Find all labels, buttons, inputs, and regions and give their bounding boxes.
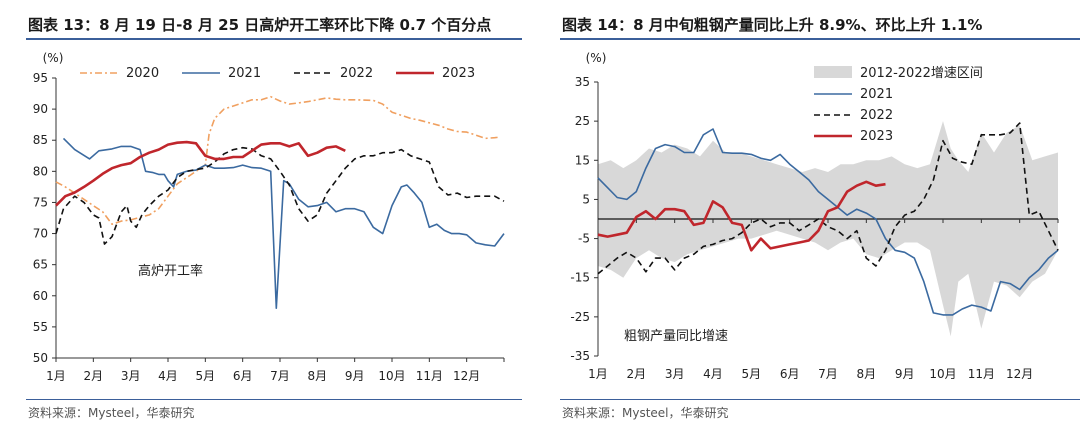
legend-label: 2023	[442, 66, 475, 81]
x-tick-label: 4月	[158, 369, 178, 383]
x-tick-label: 10月	[378, 369, 405, 383]
y-tick-label: 50	[33, 351, 48, 365]
source-rule	[26, 399, 522, 400]
legend-label: 2021	[228, 66, 261, 81]
x-tick-label: 4月	[703, 367, 723, 381]
legend-label: 2012-2022增速区间	[860, 66, 983, 81]
y-tick-label: 90	[33, 102, 48, 116]
x-tick-label: 5月	[742, 367, 762, 381]
legend-label: 2022	[860, 108, 893, 123]
x-tick-label: 2月	[84, 369, 104, 383]
x-tick-label: 7月	[818, 367, 838, 381]
y-tick-label: -35	[570, 349, 590, 363]
legend-item: 2022	[814, 108, 893, 123]
y-tick-label: 75	[33, 195, 48, 209]
series-line-2021	[62, 137, 505, 310]
y-tick-label: 5	[582, 192, 590, 206]
legend-item: 2021	[814, 87, 893, 102]
series-line-2022	[55, 146, 505, 245]
blast-furnace-chart: 50 55 60 65 70 75 80 85 90 95 1月 2月 3月 4月 5月 6月 7月 8月 9月 10…	[33, 51, 505, 383]
x-tick-label: 9月	[345, 369, 365, 383]
x-tick-label: 11月	[968, 367, 995, 381]
x-tick-label: 5月	[196, 369, 216, 383]
x-tick-label: 7月	[270, 369, 290, 383]
x-tick-label: 1月	[588, 367, 608, 381]
y-tick-label: -5	[578, 232, 590, 246]
chart-panel-14: 图表 14：8 月中旬粗钢产量同比上升 8.9%、环比上升 1.1% -35 -2…	[556, 0, 1080, 437]
x-tick-label: 12月	[1006, 367, 1033, 381]
y-tick-label: 60	[33, 289, 48, 303]
y-tick-label: 55	[33, 320, 48, 334]
x-tick-label: 12月	[453, 369, 480, 383]
chart-annotation: 高炉开工率	[138, 263, 203, 279]
y-tick-label: -25	[570, 310, 590, 324]
x-tick-label: 2月	[627, 367, 647, 381]
title-rule	[26, 38, 522, 40]
legend-label: 2020	[126, 66, 159, 81]
x-tick-label: 10月	[929, 367, 956, 381]
x-tick-label: 3月	[121, 369, 141, 383]
source-rule	[560, 399, 1080, 400]
series-line-2021	[597, 128, 1059, 316]
range-band	[598, 121, 1058, 337]
legend-label: 2023	[860, 129, 893, 144]
legend-swatch	[814, 66, 852, 78]
y-tick-label: 25	[575, 114, 590, 128]
y-tick-label: 70	[33, 227, 48, 241]
crude-steel-chart: -35 -25 -15 -5 5 15 25 35 1月 2月 3月 4月 5月 6月 7月 8月 9月 10月 1…	[570, 51, 1059, 381]
y-axis-label: (%)	[586, 51, 607, 65]
series-line-2023	[597, 180, 886, 252]
x-tick-label: 6月	[780, 367, 800, 381]
legend-item: 2020	[80, 66, 159, 81]
x-tick-label: 8月	[308, 369, 328, 383]
source-note: 资料来源：Mysteel，华泰研究	[28, 406, 195, 420]
x-tick-label: 8月	[857, 367, 877, 381]
legend-item: 2023	[814, 129, 893, 144]
chart-title: 图表 14：8 月中旬粗钢产量同比上升 8.9%、环比上升 1.1%	[562, 16, 983, 34]
source-note: 资料来源：Mysteel，华泰研究	[562, 406, 729, 420]
series-line-2020	[55, 95, 501, 225]
x-tick-label: 9月	[895, 367, 915, 381]
y-tick-label: 80	[33, 164, 48, 178]
y-tick-label: 65	[33, 258, 48, 272]
series-line-2022	[597, 122, 1059, 275]
y-tick-label: 85	[33, 133, 48, 147]
legend-item: 2022	[294, 66, 373, 81]
x-tick-label: 3月	[665, 367, 685, 381]
chart-annotation: 粗钢产量同比增速	[624, 329, 728, 344]
chart-panel-13: 图表 13：8 月 19 日-8 月 25 日高炉开工率环比下降 0.7 个百分…	[0, 0, 530, 437]
x-tick-label: 1月	[46, 369, 66, 383]
title-rule	[560, 38, 1080, 40]
legend-item: 2021	[182, 66, 261, 81]
y-axis-label: (%)	[43, 51, 64, 65]
x-tick-label: 11月	[416, 369, 443, 383]
legend-item: 2012-2022增速区间	[814, 66, 983, 81]
y-tick-label: 35	[575, 75, 590, 89]
series-line-2023	[55, 140, 346, 207]
y-tick-label: 15	[575, 153, 590, 167]
legend-label: 2022	[340, 66, 373, 81]
legend-label: 2021	[860, 87, 893, 102]
y-tick-label: -15	[570, 271, 590, 285]
legend-item: 2023	[396, 66, 475, 81]
x-tick-label: 6月	[233, 369, 253, 383]
chart-title: 图表 13：8 月 19 日-8 月 25 日高炉开工率环比下降 0.7 个百分…	[28, 16, 492, 34]
y-tick-label: 95	[33, 71, 48, 85]
